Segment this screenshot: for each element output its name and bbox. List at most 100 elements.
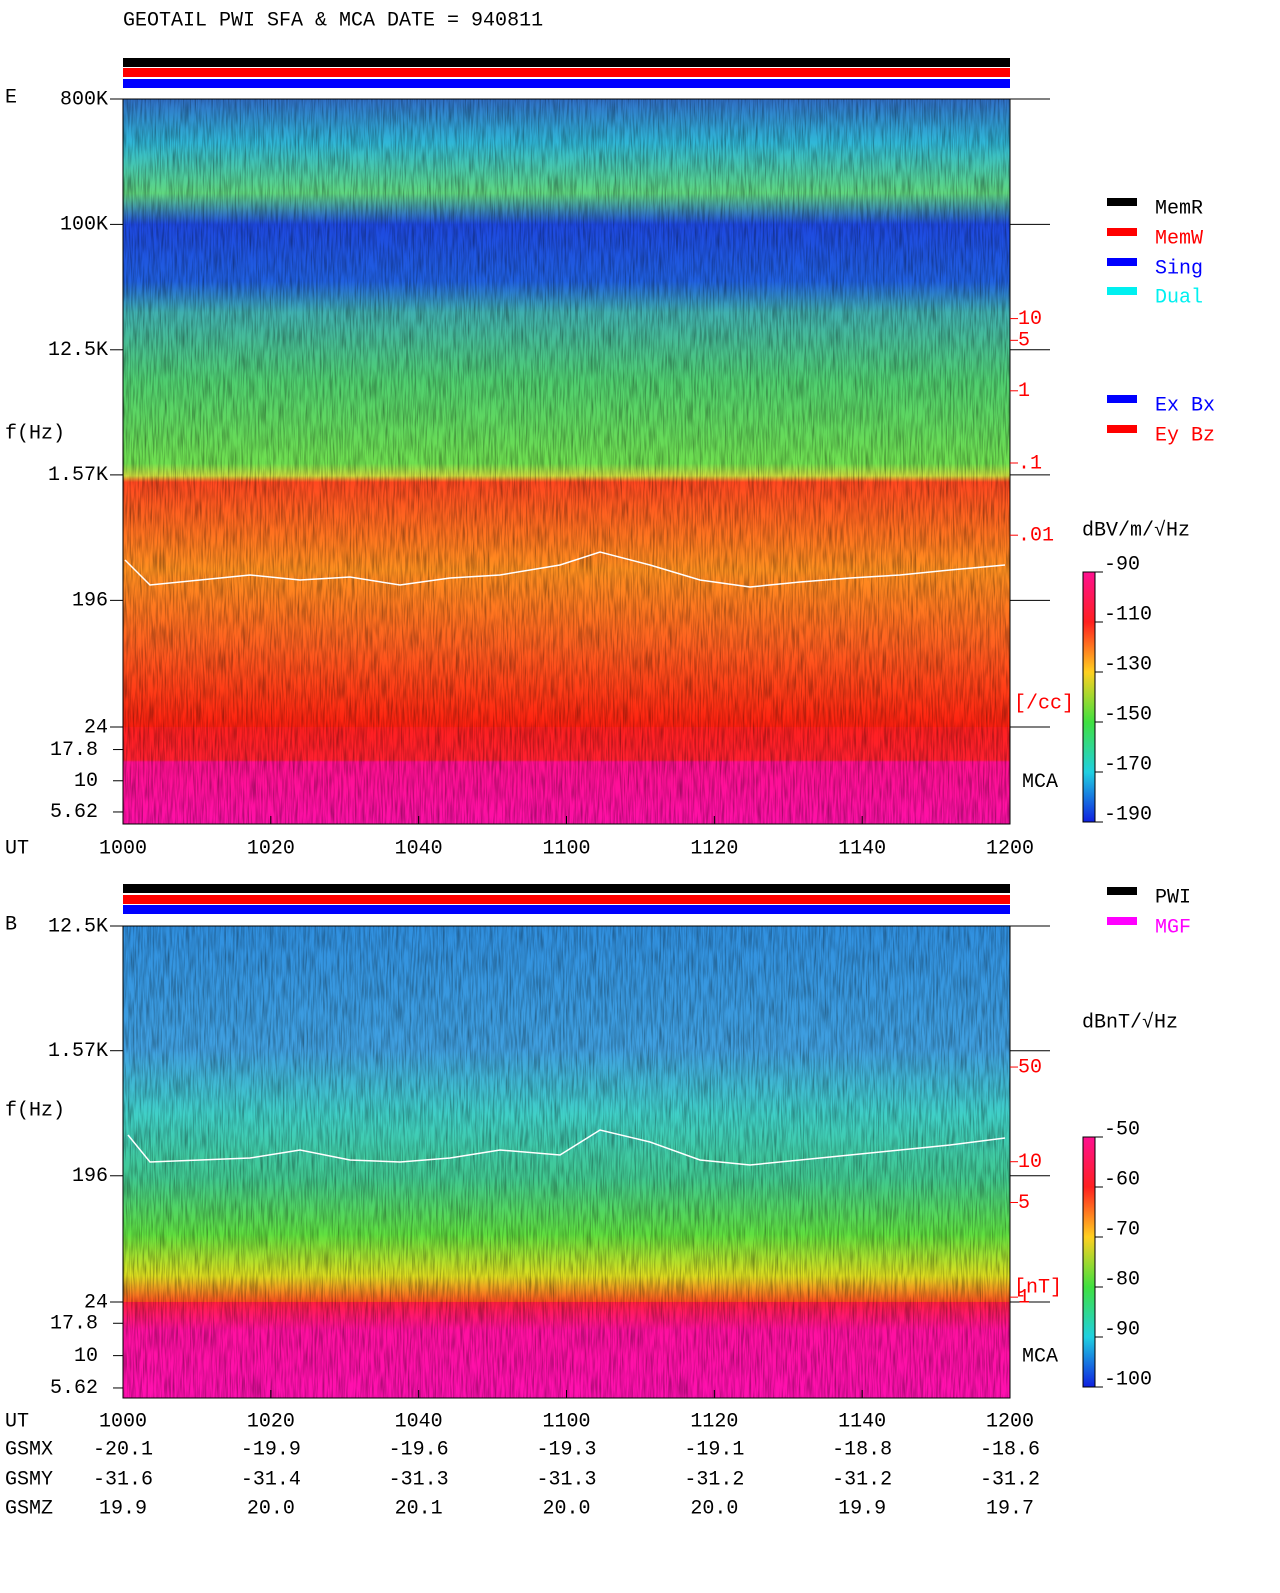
status-bar [123,905,1010,914]
y-tick-label: 196 [72,1165,108,1188]
colorbar-tick-label: -80 [1104,1268,1140,1291]
colorbar [1082,1136,1096,1388]
status-bar [123,58,1010,67]
panel-label: E [5,86,17,109]
mca-tick-label: 10 [74,770,98,793]
x-tick-label: 1020 [247,837,295,860]
x-tick-label: 1040 [395,1410,443,1433]
density-tick-label: 10 [1018,1151,1042,1174]
y-tick-label: 1.57K [48,1040,108,1063]
x-tick-label: 1000 [99,1410,147,1433]
x-tick-label: 1120 [690,837,738,860]
legend-swatch [1107,425,1137,433]
y-tick-label: 12.5K [48,915,108,938]
y-axis-label: f(Hz) [5,422,65,445]
ephemeris-value: -31.6 [93,1468,153,1491]
x-tick-label: 1000 [99,837,147,860]
y-tick-label: 196 [72,590,108,613]
status-bar [123,79,1010,88]
y-tick-label: 12.5K [48,339,108,362]
mca-tick-label: 10 [74,1345,98,1368]
colorbar-tick-label: -130 [1104,653,1152,676]
colorbar-tick-label: -110 [1104,603,1152,626]
x-tick-label: 1040 [395,837,443,860]
y-tick-label: 24 [84,716,108,739]
density-tick-label: 50 [1018,1056,1042,1079]
ephemeris-label: GSMX [5,1438,53,1461]
density-tick-label: 10 [1018,308,1042,331]
legend-swatch [1107,287,1137,295]
y-tick-label: 1.57K [48,464,108,487]
colorbar-tick-label: -50 [1104,1118,1140,1141]
colorbar-tick-label: -150 [1104,703,1152,726]
ephemeris-value: -31.2 [980,1468,1040,1491]
ephemeris-value: 19.9 [838,1497,886,1520]
ephemeris-value: 19.9 [99,1497,147,1520]
ephemeris-label: GSMY [5,1468,53,1491]
legend-label: Sing [1155,257,1203,280]
spectrogram-texture [123,99,1010,824]
ephemeris-value: 20.1 [395,1497,443,1520]
ephemeris-value: 20.0 [690,1497,738,1520]
x-tick-label: 1100 [542,837,590,860]
density-unit: [nT] [1014,1276,1062,1299]
x-axis-label: UT [5,1410,29,1433]
x-tick-label: 1100 [542,1410,590,1433]
legend-swatch [1107,395,1137,403]
mca-tick-label: 5.62 [50,1377,98,1400]
legend-label: Dual [1155,286,1203,309]
ephemeris-value: -20.1 [93,1438,153,1461]
plasma-line [124,551,1006,588]
x-axis-label: UT [5,837,29,860]
legend-swatch [1107,917,1137,925]
density-tick-label: 5 [1018,330,1030,353]
legend-label: MemW [1155,227,1203,250]
ephemeris-value: 20.0 [247,1497,295,1520]
y-tick-label: 800K [60,88,108,111]
mca-label: MCA [1022,771,1058,794]
y-tick-label: 24 [84,1291,108,1314]
mca-label: MCA [1022,1345,1058,1368]
colorbar-tick-label: -170 [1104,753,1152,776]
legend-label: Ey Bz [1155,424,1215,447]
ephemeris-value: -19.1 [684,1438,744,1461]
y-axis-label: f(Hz) [5,1099,65,1122]
legend-label: Ex Bx [1155,394,1215,417]
ephemeris-value: -18.6 [980,1438,1040,1461]
density-unit: [/cc] [1014,692,1074,715]
x-tick-label: 1200 [986,837,1034,860]
x-tick-label: 1020 [247,1410,295,1433]
legend-label: MGF [1155,916,1191,939]
ephemeris-value: 20.0 [542,1497,590,1520]
ephemeris-value: -19.3 [536,1438,596,1461]
colorbar-tick-label: -90 [1104,553,1140,576]
colorbar-label: dBV/m/√Hz [1082,518,1190,542]
ephemeris-value: 19.7 [986,1497,1034,1520]
ephemeris-value: -31.2 [832,1468,892,1491]
colorbar-label: dBnT/√Hz [1082,1010,1178,1034]
ephemeris-value: -31.3 [536,1468,596,1491]
density-tick-label: .1 [1018,452,1042,475]
x-tick-label: 1200 [986,1410,1034,1433]
status-bar [123,68,1010,77]
density-tick-label: 1 [1018,1286,1030,1309]
ephemeris-value: -19.6 [389,1438,449,1461]
mca-tick-label: 17.8 [50,1313,98,1336]
spectrogram-texture [123,926,1010,1398]
y-tick-label: 100K [60,214,108,237]
ephemeris-label: GSMZ [5,1497,53,1520]
ephemeris-value: -19.9 [241,1438,301,1461]
mca-tick-label: 5.62 [50,801,98,824]
legend-swatch [1107,198,1137,206]
mca-tick-label: 17.8 [50,739,98,762]
colorbar-tick-label: -100 [1104,1368,1152,1391]
ephemeris-value: -31.3 [389,1468,449,1491]
chart-title: GEOTAIL PWI SFA & MCA DATE = 940811 [123,9,543,32]
legend-label: MemR [1155,197,1203,220]
ephemeris-value: -18.8 [832,1438,892,1461]
colorbar-tick-label: -190 [1104,803,1152,826]
legend-swatch [1107,258,1137,266]
x-tick-label: 1140 [838,837,886,860]
x-tick-label: 1140 [838,1410,886,1433]
